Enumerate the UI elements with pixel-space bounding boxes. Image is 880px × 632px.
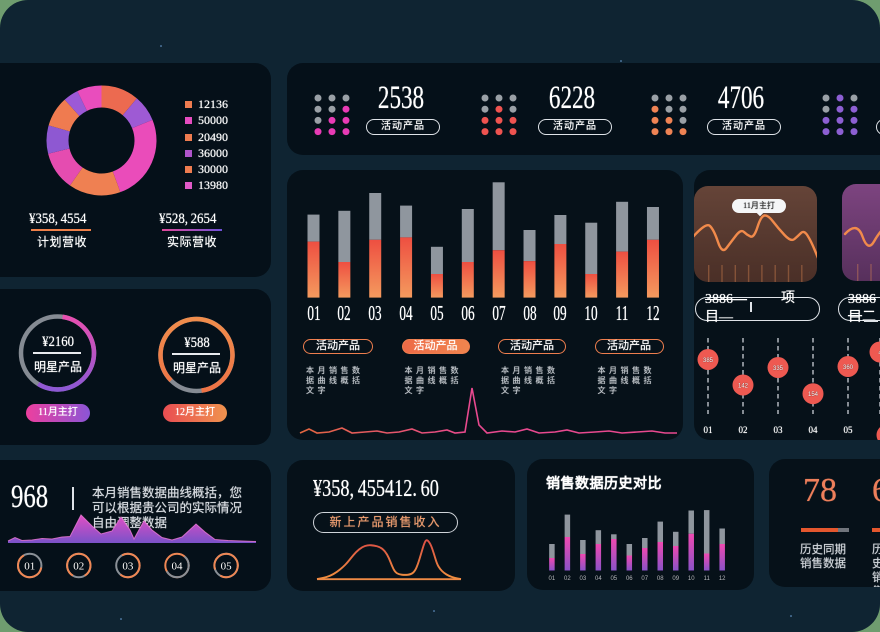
svg-text:142: 142: [738, 384, 749, 390]
svg-text:360: 360: [843, 365, 854, 371]
svg-text:08: 08: [657, 576, 664, 582]
svg-text:03: 03: [580, 576, 587, 582]
svg-text:10: 10: [688, 576, 695, 582]
svg-text:335: 335: [773, 366, 784, 372]
svg-text:01: 01: [549, 576, 556, 582]
svg-text:4: 4: [878, 351, 880, 357]
svg-text:07: 07: [641, 576, 648, 582]
svg-text:02: 02: [73, 561, 84, 573]
svg-text:12: 12: [719, 576, 726, 582]
svg-text:05: 05: [221, 561, 233, 573]
svg-text:154: 154: [808, 392, 819, 398]
svg-text:06: 06: [626, 576, 633, 582]
svg-text:04: 04: [172, 561, 184, 573]
svg-text:04: 04: [595, 576, 602, 582]
svg-text:11: 11: [704, 576, 711, 582]
svg-text:02: 02: [564, 576, 571, 582]
svg-text:03: 03: [122, 561, 133, 573]
svg-text:05: 05: [610, 576, 617, 582]
svg-text:01: 01: [24, 561, 35, 573]
svg-text:385: 385: [703, 358, 714, 364]
svg-text:09: 09: [672, 576, 679, 582]
